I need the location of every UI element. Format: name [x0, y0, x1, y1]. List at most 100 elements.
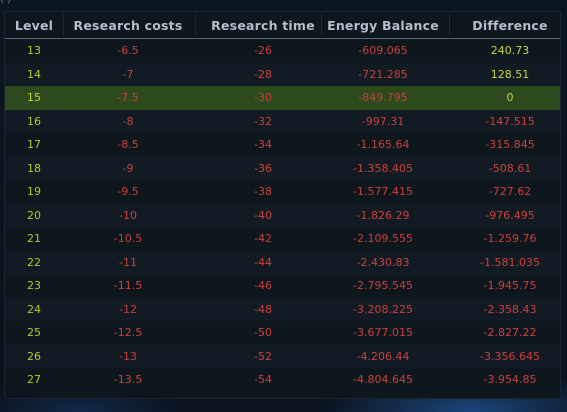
cell-research-time: -44: [254, 255, 272, 269]
cell-research-time: -36: [254, 161, 272, 175]
cell-level: 14: [27, 67, 41, 81]
cell-energy-balance: -3.677.015: [353, 326, 413, 339]
table-row[interactable]: 13 -6.5 -26 -609.065 240.73: [5, 39, 560, 63]
cell-level: 17: [27, 138, 41, 151]
table-row[interactable]: 14 -7 -28 -721.285 128.51: [5, 62, 560, 86]
header-energy-balance[interactable]: Energy Balance: [327, 18, 439, 33]
cell-research-cost: -7: [122, 67, 134, 81]
table-body: 13 -6.5 -26 -609.065 240.73 14 -7 -28 -721.285 12…: [5, 39, 560, 392]
cell-research-time: -54: [254, 373, 272, 386]
header-divider: [63, 14, 64, 36]
table-row[interactable]: 17 -8.5 -34 -1.165.64 -315.845: [5, 133, 560, 157]
header-research-costs[interactable]: Research costs: [73, 18, 183, 33]
cell-research-cost: -8: [122, 114, 134, 128]
cell-research-time: -42: [254, 232, 272, 245]
table-row[interactable]: 20 -10 -40 -1.826.29 -976.495: [5, 203, 560, 227]
cell-energy-balance: -4.206.44: [356, 349, 410, 363]
cell-energy-balance: -849.795: [358, 91, 408, 104]
table-row[interactable]: 16 -8 -32 -997.31 -147.515: [5, 109, 560, 133]
cell-energy-balance: -1.577.415: [353, 185, 413, 198]
cell-difference: -2.358.43: [483, 302, 537, 316]
cell-energy-balance: -1.826.29: [356, 208, 410, 222]
cell-level: 16: [27, 114, 41, 128]
header-difference[interactable]: Difference: [472, 18, 548, 33]
table-row[interactable]: 15 -7.5 -30 -849.795 0: [5, 86, 560, 110]
cell-level: 26: [27, 349, 41, 363]
cell-energy-balance: -1.358.405: [353, 161, 413, 175]
cell-energy-balance: -2.109.555: [353, 232, 413, 245]
cell-difference: -508.61: [488, 161, 532, 175]
header-research-time[interactable]: Research time: [211, 18, 315, 33]
cell-research-cost: -6.5: [117, 44, 139, 57]
cell-energy-balance: -3.208.225: [353, 302, 413, 316]
cell-research-time: -34: [254, 138, 272, 151]
cell-research-time: -40: [254, 208, 272, 222]
cell-difference: -727.62: [488, 185, 532, 198]
cell-difference: -315.845: [485, 138, 535, 151]
cell-research-cost: -11.5: [113, 279, 143, 292]
cell-difference: -1.581.035: [480, 255, 540, 269]
cell-level: 25: [27, 326, 41, 339]
cell-level: 27: [27, 373, 41, 386]
cell-research-cost: -11: [119, 255, 137, 269]
cell-difference: 0: [506, 91, 514, 104]
cell-energy-balance: -997.31: [361, 114, 405, 128]
cell-difference: -2.827.22: [483, 326, 537, 339]
cell-research-time: -38: [254, 185, 272, 198]
cell-difference: -976.495: [485, 208, 535, 222]
table-row[interactable]: 19 -9.5 -38 -1.577.415 -727.62: [5, 180, 560, 204]
cell-research-cost: -12.5: [113, 326, 143, 339]
cell-research-cost: -12: [119, 302, 137, 316]
table-row[interactable]: 27 -13.5 -54 -4.804.645 -3.954.85: [5, 368, 560, 392]
cell-energy-balance: -2.430.83: [356, 255, 410, 269]
cell-level: 23: [27, 279, 41, 292]
research-table-panel: Level Research costs Research time Energ…: [4, 11, 561, 399]
cell-energy-balance: -721.285: [358, 67, 408, 81]
cell-research-time: -26: [254, 44, 272, 57]
header-divider: [321, 14, 322, 36]
cell-research-cost: -8.5: [117, 138, 139, 151]
cell-research-time: -52: [254, 349, 272, 363]
cell-energy-balance: -1.165.64: [356, 138, 410, 151]
table-row[interactable]: 23 -11.5 -46 -2.795.545 -1.945.75: [5, 274, 560, 298]
cell-research-time: -30: [254, 91, 272, 104]
cell-research-cost: -9.5: [117, 185, 139, 198]
cell-difference: 240.73: [490, 44, 530, 57]
header-divider: [195, 14, 196, 36]
table-row[interactable]: 22 -11 -44 -2.430.83 -1.581.035: [5, 250, 560, 274]
cell-difference: -3.954.85: [483, 373, 537, 386]
header-level[interactable]: Level: [14, 18, 54, 33]
cell-research-time: -46: [254, 279, 272, 292]
cell-level: 22: [27, 255, 41, 269]
cell-difference: -1.259.76: [483, 232, 537, 245]
cell-level: 15: [27, 91, 41, 104]
cell-research-cost: -10: [119, 208, 137, 222]
cell-research-cost: -13: [119, 349, 137, 363]
table-row[interactable]: 18 -9 -36 -1.358.405 -508.61: [5, 156, 560, 180]
cell-level: 21: [27, 232, 41, 245]
cell-level: 13: [27, 44, 41, 57]
cell-research-cost: -13.5: [113, 373, 143, 386]
cell-difference: -1.945.75: [483, 279, 537, 292]
table-row[interactable]: 24 -12 -48 -3.208.225 -2.358.43: [5, 297, 560, 321]
cell-level: 24: [27, 302, 41, 316]
table-row[interactable]: 21 -10.5 -42 -2.109.555 -1.259.76: [5, 227, 560, 251]
cell-level: 18: [27, 161, 41, 175]
cell-level: 20: [27, 208, 41, 222]
cell-research-cost: -7.5: [117, 91, 139, 104]
cell-difference: -3.356.645: [480, 349, 540, 363]
cell-level: 19: [27, 185, 41, 198]
cell-research-time: -48: [254, 302, 272, 316]
header-divider: [449, 14, 450, 36]
cell-difference: -147.515: [485, 114, 535, 128]
cell-research-time: -50: [254, 326, 272, 339]
cell-research-cost: -10.5: [113, 232, 143, 245]
cell-energy-balance: -609.065: [358, 44, 408, 57]
cell-research-time: -32: [254, 114, 272, 128]
cell-research-time: -28: [254, 67, 272, 81]
table-row[interactable]: 26 -13 -52 -4.206.44 -3.356.645: [5, 344, 560, 368]
cell-difference: 128.51: [490, 67, 530, 81]
table-header: Level Research costs Research time Energ…: [5, 12, 560, 39]
table-row[interactable]: 25 -12.5 -50 -3.677.015 -2.827.22: [5, 321, 560, 345]
cell-research-cost: -9: [122, 161, 134, 175]
